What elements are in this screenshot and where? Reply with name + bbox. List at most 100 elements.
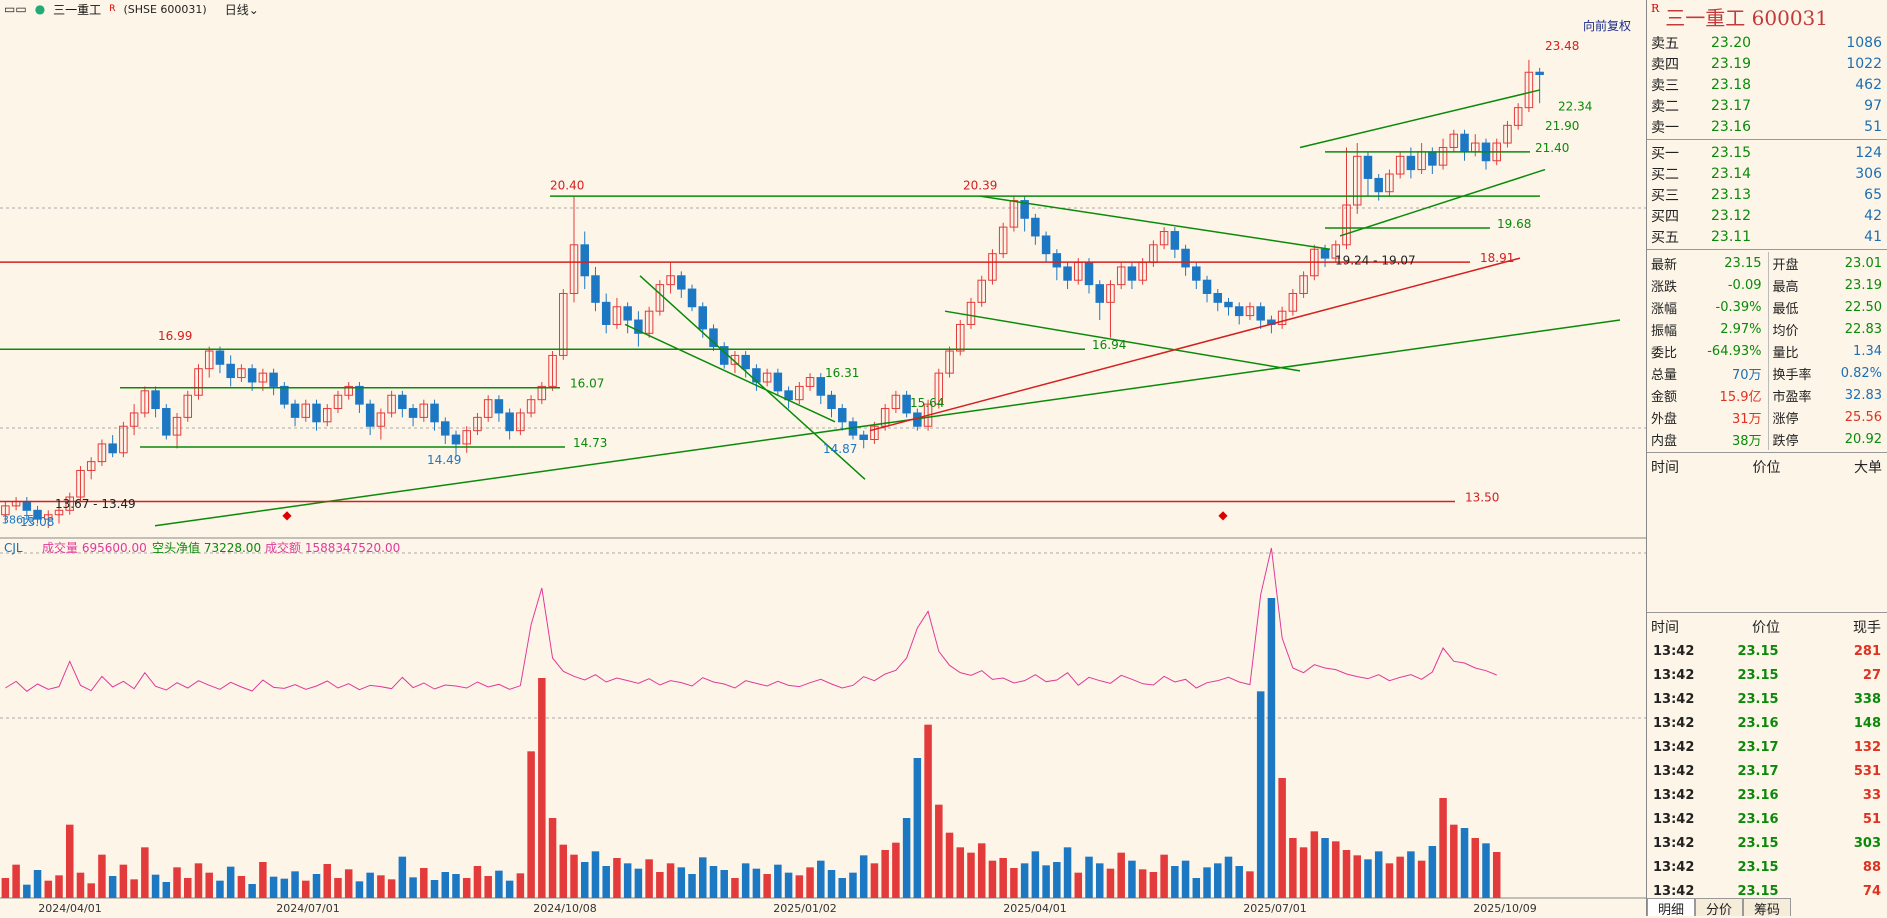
restore-button[interactable]: 向前复权 [1583,18,1631,33]
candle-body [23,501,31,510]
ask-label: 卖五 [1651,33,1711,53]
stat-cell: 委比-64.93% [1647,340,1768,362]
volume-bar [1396,857,1404,898]
volume-bar [1032,851,1040,898]
volume-bar [1117,853,1125,898]
bid-label: 买二 [1651,164,1711,184]
candle-body [817,378,825,396]
ask-price: 23.19 [1711,56,1801,72]
volume-bar [474,866,482,898]
panel-title: R 三一重工 600031 [1647,0,1887,32]
volume-bar [678,867,686,898]
bid-price: 23.11 [1711,229,1801,245]
period-select[interactable]: 日线⌄ [225,1,259,18]
candle-body [828,395,836,408]
indicator-legend: 空头净值 73228.00 [152,540,261,555]
candle-body [281,386,289,404]
volume-bar [1289,838,1297,898]
ask-volume: 462 [1801,77,1882,93]
volume-bar [313,874,321,898]
price-label: 16.07 [570,377,604,391]
volume-bar [55,875,63,898]
volume-bar [1107,869,1115,898]
candle-body [1461,134,1469,152]
volume-bar [645,859,653,898]
candle-body [291,404,299,417]
ask-volume: 51 [1801,119,1882,135]
volume-bar [12,865,20,898]
volume-bar [1268,598,1276,898]
volume-bar [1353,855,1361,898]
volume-bar [538,678,546,898]
panel-tabs: 明细 分价 筹码 [1647,898,1791,916]
stock-code: (SHSE 600031) [123,3,206,16]
volume-bar [1053,862,1061,898]
volume-bar [2,878,10,898]
candle-body [753,369,761,382]
stat-cell: 涨幅-0.39% [1647,296,1768,318]
price-label: 16.94 [1092,338,1126,352]
x-tick-label: 2025/01/02 [773,902,836,915]
volume-bar [581,862,589,898]
volume-bar [238,876,246,898]
signal-marker: ◆ [282,508,292,522]
volume-bar [892,843,900,898]
volume-bar [946,833,954,898]
volume-bar [1439,798,1447,898]
volume-bar [527,751,535,898]
volume-bar [1160,855,1168,898]
volume-bar [924,725,932,898]
volume-bar [570,855,578,898]
volume-bar [517,873,525,898]
volume-bar [1139,869,1147,898]
volume-bar [592,851,600,898]
chart-bg [0,18,1646,916]
candle-body [1364,156,1372,178]
x-tick-label: 2025/07/01 [1243,902,1306,915]
volume-bar [334,878,342,898]
price-label: 13.67 - 13.49 [55,497,136,511]
r-badge: R [109,4,115,14]
candle-body [1182,249,1190,267]
tab-price[interactable]: 分价 [1695,898,1743,916]
candle-body [1257,307,1265,320]
volume-bar [710,866,718,898]
volume-bar [753,869,761,898]
price-label: 14.49 [427,453,461,467]
volume-bar [656,872,664,898]
volume-bar [77,873,85,898]
volume-bar [1203,867,1211,898]
layout-icon[interactable]: ▭▭ [4,2,27,16]
volume-bar [1096,863,1104,898]
tab-chips[interactable]: 筹码 [1743,898,1791,916]
volume-bar [420,868,428,898]
volume-bar [903,818,911,898]
tab-detail[interactable]: 明细 [1647,898,1695,916]
candle-body [109,444,117,453]
volume-bar [1150,872,1158,898]
volume-bar [1064,847,1072,898]
candle-body [1042,236,1050,254]
volume-bar [323,864,331,898]
candle-body [452,435,460,444]
volume-bar [1246,871,1254,898]
price-label: 16.31 [825,366,859,380]
candle-body [1096,285,1104,303]
candle-body [1536,72,1544,74]
ask-label: 卖四 [1651,54,1711,74]
candle-body [431,404,439,422]
bid-volume: 124 [1801,145,1882,161]
ask-label: 卖二 [1651,96,1711,116]
volume-bar [1300,847,1308,898]
volume-bar [399,857,407,898]
volume-bar [720,870,728,898]
